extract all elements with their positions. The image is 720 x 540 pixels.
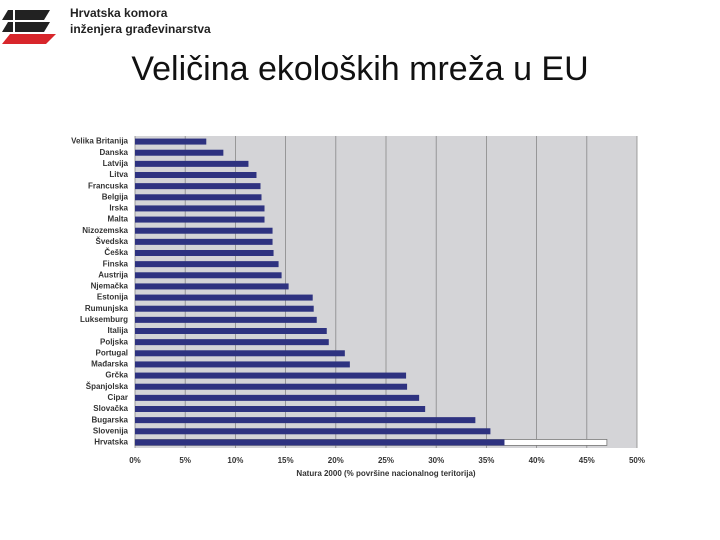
y-tick-label: Rumunjska [85,304,129,313]
bar [135,238,273,245]
bar [135,149,224,156]
y-tick-label: Grčka [105,371,128,380]
bar [135,160,249,167]
bar [135,283,289,290]
bar [135,294,313,301]
y-tick-label: Finska [103,259,129,268]
bar [135,339,329,346]
y-tick-label: Poljska [100,337,129,346]
y-tick-label: Danska [100,148,129,157]
y-tick-label: Velika Britanija [71,137,128,146]
org-line: Hrvatska komora [70,6,168,20]
bar [135,138,207,145]
bar [135,305,314,312]
y-tick-label: Litva [109,170,128,179]
bar [135,216,265,223]
y-tick-label: Hrvatska [94,438,128,447]
bar [135,183,261,190]
bar [135,394,420,401]
y-tick-label: Austrija [98,270,128,279]
y-tick-label: Mađarska [91,360,128,369]
y-tick-label: Švedska [96,237,129,246]
bar [135,406,426,412]
bar [135,361,350,368]
y-tick-label: Cipar [108,393,128,402]
bar [135,383,408,390]
y-tick-label: Češka [104,248,128,257]
bar [135,328,327,334]
bar [135,261,279,268]
bar [135,194,262,201]
x-tick-label: 45% [579,456,595,465]
y-tick-label: Malta [108,215,129,224]
y-tick-label: Belgija [102,192,129,201]
y-tick-label: Slovačka [93,404,128,413]
chart-title: Veličina ekoloških mreža u EU [131,50,588,88]
x-tick-label: 0% [129,456,141,465]
x-tick-label: 20% [328,456,344,465]
bar [135,350,345,357]
x-tick-label: 15% [278,456,294,465]
bar [135,250,274,256]
y-tick-label: Irska [109,204,128,213]
x-tick-label: 40% [529,456,545,465]
y-tick-label: Italija [108,326,129,335]
y-tick-label: Latvija [103,159,129,168]
y-tick-label: Nizozemska [82,226,128,235]
x-tick-label: 10% [227,456,243,465]
y-tick-label: Njemačka [91,282,129,291]
y-tick-label: Španjolska [86,382,129,391]
bar [135,428,491,435]
x-axis-label: Natura 2000 (% površine nacionalnog teri… [296,469,475,478]
x-tick-label: 30% [428,456,444,465]
bar [135,372,407,379]
x-tick-label: 25% [378,456,394,465]
bar [135,272,282,279]
y-tick-label: Portugal [96,348,128,357]
bar [135,227,273,234]
y-tick-label: Slovenija [93,426,129,435]
x-tick-label: 50% [629,456,645,465]
org-line: inženjera građevinarstva [70,22,211,36]
bar [135,417,476,424]
x-tick-label: 5% [179,456,191,465]
x-tick-label: 35% [478,456,494,465]
logo [2,10,56,44]
bar [135,439,505,446]
bar [135,205,265,212]
bar [135,316,317,323]
y-tick-label: Luksemburg [80,315,128,324]
y-tick-label: Estonija [97,293,129,302]
y-tick-label: Francuska [88,181,129,190]
bar [135,172,257,178]
y-tick-label: Bugarska [92,415,129,424]
